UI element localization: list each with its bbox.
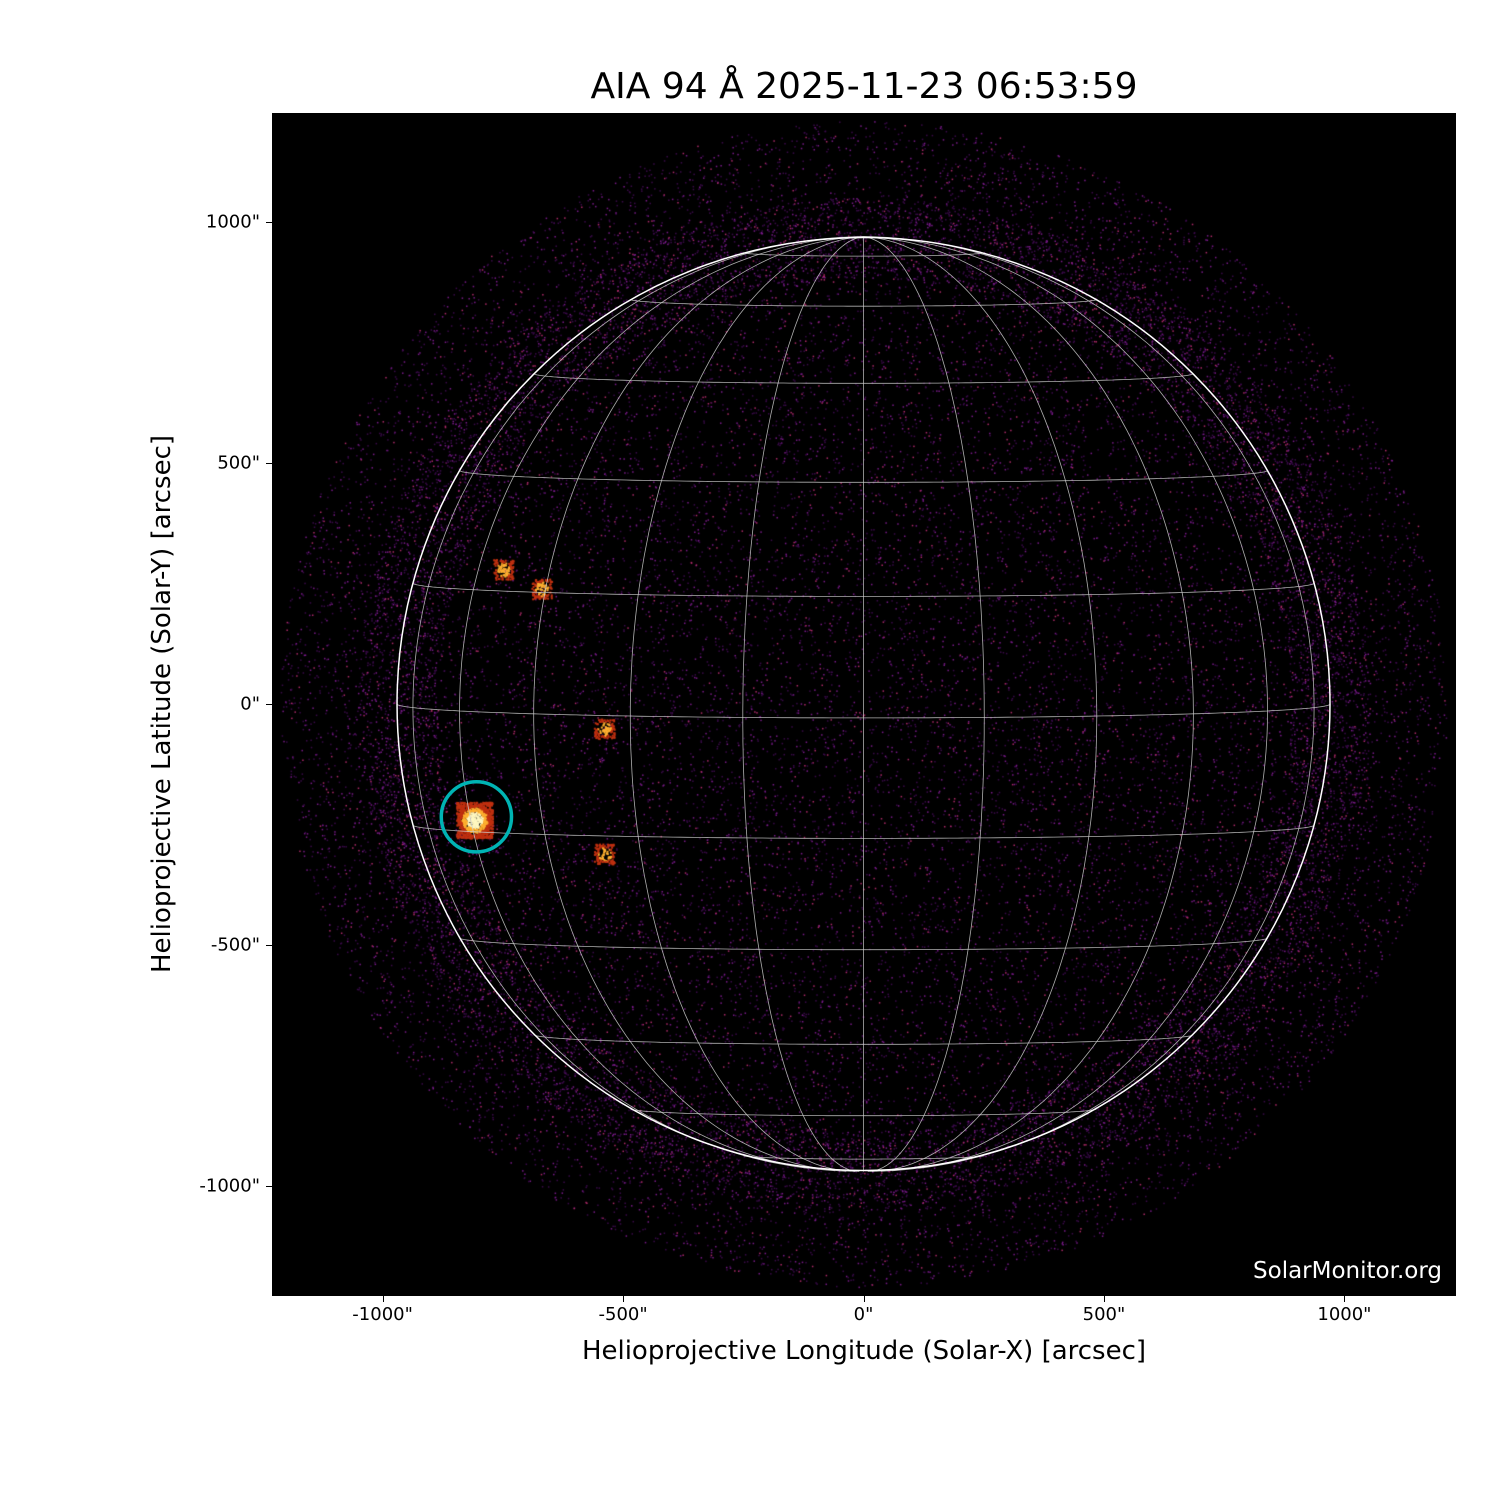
- longitude-line: [863, 236, 985, 1172]
- longitude-line: [629, 236, 864, 1172]
- y-axis-label: Helioprojective Latitude (Solar-Y) [arcs…: [147, 434, 177, 974]
- x-tick-mark: [382, 1296, 384, 1302]
- longitude-line: [412, 236, 864, 1169]
- longitude-line: [459, 236, 864, 1172]
- y-tick-label: 0": [240, 693, 260, 715]
- solar-image: [272, 113, 1456, 1296]
- x-tick-label: 1000": [1317, 1304, 1372, 1325]
- plot-area: SolarMonitor.org: [272, 113, 1456, 1296]
- watermark: SolarMonitor.org: [1253, 1258, 1442, 1284]
- x-tick-mark: [1103, 1296, 1105, 1302]
- y-tick-mark: [266, 462, 272, 464]
- longitude-line: [863, 236, 1315, 1169]
- y-tick-mark: [266, 1186, 272, 1188]
- x-axis-label: Helioprojective Longitude (Solar-X) [arc…: [581, 1336, 1147, 1366]
- grid-overlay: [396, 236, 1331, 1172]
- y-tick-label: 500": [217, 452, 260, 474]
- y-tick-label: 1000": [205, 211, 260, 233]
- x-tick-mark: [1344, 1296, 1346, 1302]
- x-tick-label: -500": [598, 1304, 648, 1325]
- y-tick-mark: [266, 221, 272, 223]
- y-tick-mark: [266, 704, 272, 706]
- y-tick-mark: [266, 945, 272, 947]
- y-tick-label: -500": [210, 934, 260, 956]
- longitude-line: [863, 236, 1268, 1172]
- longitude-line: [863, 236, 1098, 1172]
- longitude-line: [533, 236, 864, 1172]
- solar-limb: [396, 236, 1331, 1172]
- x-tick-label: 0": [853, 1304, 874, 1325]
- longitude-line: [863, 236, 1194, 1172]
- x-tick-mark: [863, 1296, 865, 1302]
- chart-title: AIA 94 Å 2025-11-23 06:53:59: [590, 66, 1138, 107]
- longitude-line: [742, 236, 864, 1172]
- x-tick-label: -1000": [352, 1304, 413, 1325]
- x-tick-mark: [623, 1296, 625, 1302]
- y-tick-label: -1000": [199, 1175, 260, 1197]
- x-tick-label: 500": [1082, 1304, 1126, 1325]
- active-region-marker: [439, 779, 514, 854]
